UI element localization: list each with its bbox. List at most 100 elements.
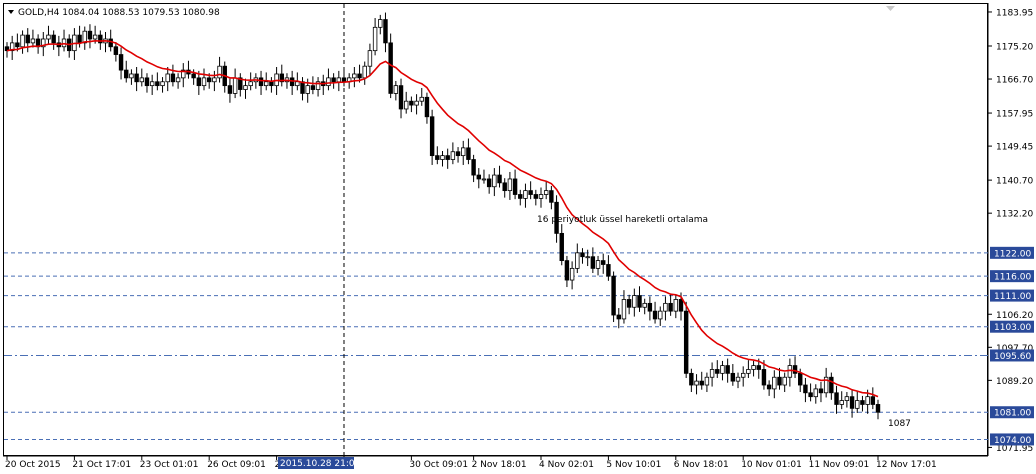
header-dropdown-icon[interactable] [8,10,14,14]
price-annotation: 1087 [888,419,911,429]
candle-body [855,400,860,409]
candle-body [668,302,673,312]
candle-body [808,392,813,398]
time-tick-label: 20 Oct 2015 [5,460,61,470]
candle-body [258,77,264,87]
time-tick-label: 26 Oct 09:01 [207,460,266,470]
candle-body [839,400,844,405]
time-tick-label: 10 Nov 01:01 [741,460,802,470]
candle-body [865,396,870,405]
time-tick-label: 11 Nov 09:01 [809,460,870,470]
candle-body [331,77,336,83]
level-label-box [990,433,1034,446]
candle-body [564,260,570,281]
candle-body [181,69,186,79]
candle-body [751,365,756,370]
candle-body [756,365,761,370]
candle-body [264,81,269,87]
candle-body [243,85,248,90]
candle-body [295,81,300,87]
candle-body [196,77,202,87]
candle-body [144,77,150,87]
level-label-box [990,320,1034,333]
candle-body [206,77,212,83]
time-tick-label: 21 Oct 17:01 [72,460,131,470]
level-label-box [990,406,1034,419]
scroll-indicator-icon[interactable] [886,6,895,11]
price-tick-label: 1149.45 [996,143,1033,153]
candle-body [403,100,409,110]
candle-body [601,260,606,265]
candle-body [108,38,113,48]
candle-body [165,73,170,83]
candle-body [834,392,839,405]
candle-body [720,365,725,374]
candle-body [336,77,342,83]
candle-body [632,295,637,308]
candle-body [694,380,699,386]
candle-body [352,73,357,79]
candle-body [782,376,787,386]
candle-body [51,34,56,44]
level-labels: 1122.00 1116.00 1111.00 1103.00 1095.60 1081.… [990,246,1034,446]
crosshair-time-box [278,457,354,469]
candle-body [398,85,404,110]
price-tick-label: 1157.95 [996,110,1033,120]
horizontal-levels [4,252,988,440]
candle-body [673,299,679,312]
candle-body [813,388,819,398]
candle-body [279,73,284,83]
candle-body [689,372,694,386]
candle-body [844,396,850,401]
candle-body [424,96,430,118]
candle-body [642,302,647,308]
candle-body [201,77,207,87]
chart-border [3,3,988,456]
candle-body [87,30,93,40]
candle-body [175,77,181,83]
candle-body [725,365,730,374]
candle-body [30,38,36,44]
candle-body [777,376,782,386]
candle-body [440,155,445,160]
candle-body [798,372,803,386]
candle-body [341,77,347,83]
candle-body [388,42,393,94]
candle-body [435,155,440,160]
candle-body [155,81,160,87]
candle-body [248,81,253,87]
ema-annotation: 16 periyotluk üssel hareketli ortalama [537,215,708,225]
candle-body [678,299,684,312]
price-tick-label: 1140.70 [996,177,1033,187]
candle-body [124,69,129,79]
candle-body [860,400,865,405]
candle-body [652,310,658,320]
candle-body [709,369,715,378]
candle-body [310,85,316,90]
level-label: 1103.00 [994,323,1031,333]
price-tick-label: 1106.20 [996,311,1033,321]
candle-body [803,384,808,394]
candle-body [20,34,25,48]
candle-body [518,194,523,199]
candle-body [357,73,362,79]
candle-body [191,73,196,79]
candle-body [818,388,824,394]
candle-body [41,38,46,48]
candle-body [549,190,554,203]
candle-body [212,77,217,83]
candle-body [486,178,492,188]
candle-body [238,77,243,90]
time-tick-label: 4 Nov 02:01 [539,460,594,470]
candle-body [715,369,720,374]
candle-body [554,201,559,234]
candle-body [25,34,30,44]
candle-body [476,174,482,180]
time-tick-label: 6 Nov 18:01 [674,460,729,470]
candle-body [98,34,103,44]
candle-body [170,73,176,83]
candle-body [580,252,585,258]
crosshair-time-label: 2015.10.28 21:01 [280,459,360,469]
candle-body [419,96,424,102]
